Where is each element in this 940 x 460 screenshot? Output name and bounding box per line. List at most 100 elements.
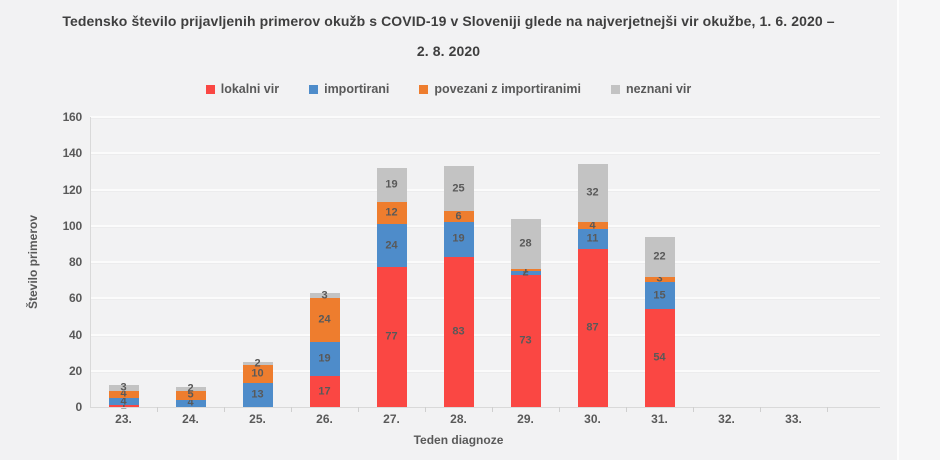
x-axis-title: Teden diagnoze <box>413 433 504 447</box>
bar-value-label: 10 <box>251 367 264 380</box>
bar-value-label: 73 <box>519 334 532 347</box>
chart-title-line2: 2. 8. 2020 <box>416 43 481 59</box>
legend-item-lokalni-vir[interactable]: lokalni vir <box>205 82 279 96</box>
gridline-y-120 <box>90 188 880 191</box>
x-tick-label-week-25: 25. <box>249 412 266 426</box>
legend-item-importirani[interactable]: importirani <box>309 82 389 96</box>
bar-segment-povezani-z-importiranimi-week-31[interactable] <box>644 276 675 282</box>
x-axis-tick <box>358 407 359 412</box>
y-tick-label-60: 60 <box>69 291 82 306</box>
y-tick-label-140: 140 <box>62 146 83 161</box>
bar-value-label: 19 <box>318 352 331 365</box>
chart-legend: lokalni vir importirani povezani z importi… <box>0 82 897 96</box>
plot-area: 1 4 4 3 4 5 2 13 10 2 17 19 24 3 77 24 12 19 83 19 6 25 73 2 1 28… <box>90 116 880 411</box>
bar-segment-importirani-week-24[interactable] <box>175 399 206 407</box>
bar-value-label: 25 <box>452 182 465 195</box>
legend-label: povezani z importiranimi <box>434 82 581 96</box>
legend-item-povezani-z-importiranimi[interactable]: povezani z importiranimi <box>419 82 581 96</box>
gridline-y-160 <box>90 116 880 118</box>
legend-swatch-icon <box>205 84 215 94</box>
bar-segment-importirani-week-26[interactable] <box>309 341 340 377</box>
bar-segment-importirani-week-27[interactable] <box>376 223 407 268</box>
x-axis-tick <box>224 407 225 412</box>
bar-segment-povezani-z-importiranimi-week-25[interactable] <box>242 365 273 384</box>
y-tick-label-0: 0 <box>75 400 83 414</box>
y-tick-label-40: 40 <box>69 327 82 342</box>
x-tick-label-week-28: 28. <box>450 412 467 426</box>
bar-value-label: 83 <box>452 325 465 338</box>
bar-segment-lokalni-vir-week-30[interactable] <box>577 249 608 407</box>
x-axis-tick <box>693 407 694 412</box>
bar-segment-povezani-z-importiranimi-week-27[interactable] <box>376 202 407 224</box>
bar-segment-neznani-vir-week-30[interactable] <box>577 164 608 223</box>
bar-segment-lokalni-vir-week-28[interactable] <box>443 256 474 407</box>
bar-value-label: 4 <box>120 387 127 400</box>
x-axis-tick <box>626 407 627 412</box>
bar-segment-povezani-z-importiranimi-week-26[interactable] <box>309 298 340 342</box>
gridline-y-20 <box>90 369 880 372</box>
bar-value-label: 13 <box>251 388 264 401</box>
bar-value-label: 54 <box>653 351 666 364</box>
legend-swatch-icon <box>419 84 429 94</box>
bar-value-label: 4 <box>187 396 194 409</box>
x-tick-label-week-33: 33. <box>785 412 802 426</box>
bar-value-label: 11 <box>586 232 599 245</box>
bar-segment-povezani-z-importiranimi-week-28[interactable] <box>443 211 474 223</box>
bar-segment-lokalni-vir-week-31[interactable] <box>644 309 675 407</box>
x-tick-label-week-32: 32. <box>718 412 735 426</box>
bar-segment-lokalni-vir-week-27[interactable] <box>376 267 407 407</box>
legend-item-neznani-vir[interactable]: neznani vir <box>610 82 692 96</box>
x-axis-tick <box>157 407 158 412</box>
bar-segment-neznani-vir-week-27[interactable] <box>376 167 407 203</box>
bar-value-label: 32 <box>586 186 599 199</box>
bar-segment-importirani-week-28[interactable] <box>443 222 474 257</box>
bar-segment-lokalni-vir-week-29[interactable] <box>510 274 541 407</box>
bar-segment-povezani-z-importiranimi-week-23[interactable] <box>108 390 139 398</box>
x-tick-label-week-26: 26. <box>316 412 333 426</box>
bar-value-label: 77 <box>385 330 398 343</box>
bar-segment-importirani-week-31[interactable] <box>644 281 675 310</box>
bar-segment-povezani-z-importiranimi-week-29[interactable] <box>510 269 541 272</box>
chart-title-line1: Tedensko število prijavljenih primerov o… <box>62 13 835 29</box>
gridline-y-140 <box>90 152 880 155</box>
background-strip <box>897 0 940 460</box>
x-tick-label-week-24: 24. <box>182 412 199 426</box>
bar-segment-importirani-week-30[interactable] <box>577 229 608 250</box>
bar-segment-neznani-vir-week-25[interactable] <box>242 361 273 366</box>
bar-value-label: 15 <box>653 289 666 302</box>
x-axis-tick-labels: 23. 24. 25. 26. 27. 28. 29. 30. 31. 32. 33. <box>90 412 880 428</box>
bar-segment-lokalni-vir-week-23[interactable] <box>108 405 139 407</box>
y-tick-label-160: 160 <box>62 110 83 124</box>
bar-value-label: 2 <box>522 266 529 279</box>
bar-value-label: 5 <box>187 388 194 401</box>
bar-segment-neznani-vir-week-31[interactable] <box>644 236 675 277</box>
x-axis-line <box>90 407 880 408</box>
bar-value-label: 3 <box>120 381 127 394</box>
bar-segment-neznani-vir-week-24[interactable] <box>175 387 206 391</box>
bar-value-label: 17 <box>318 385 331 398</box>
bar-segment-neznani-vir-week-29[interactable] <box>510 218 541 270</box>
bar-value-label: 3 <box>656 272 663 285</box>
y-tick-label-20: 20 <box>69 363 82 378</box>
bar-value-label: 4 <box>589 219 596 232</box>
bar-value-label: 1 <box>522 263 529 276</box>
y-axis-tick-labels: 0 20 40 60 80 100 120 140 160 <box>0 110 83 414</box>
bar-segment-importirani-week-29[interactable] <box>510 271 541 275</box>
bar-value-label: 4 <box>120 395 127 408</box>
bar-value-label: 1 <box>120 399 127 412</box>
bar-segment-importirani-week-23[interactable] <box>108 397 139 406</box>
bar-segment-povezani-z-importiranimi-week-24[interactable] <box>175 390 206 400</box>
bar-segment-neznani-vir-week-23[interactable] <box>108 385 139 391</box>
legend-swatch-icon <box>309 84 319 94</box>
bar-segment-lokalni-vir-week-26[interactable] <box>309 376 340 407</box>
x-tick-label-week-29: 29. <box>517 412 534 426</box>
bar-value-label: 12 <box>385 206 398 219</box>
legend-label: neznani vir <box>625 82 692 96</box>
bar-segment-importirani-week-25[interactable] <box>242 383 273 407</box>
bar-segment-neznani-vir-week-28[interactable] <box>443 165 474 212</box>
bar-segment-povezani-z-importiranimi-week-30[interactable] <box>577 222 608 230</box>
x-axis-tick <box>827 407 828 412</box>
x-axis-tick <box>291 407 292 412</box>
bar-segment-neznani-vir-week-26[interactable] <box>309 292 340 299</box>
